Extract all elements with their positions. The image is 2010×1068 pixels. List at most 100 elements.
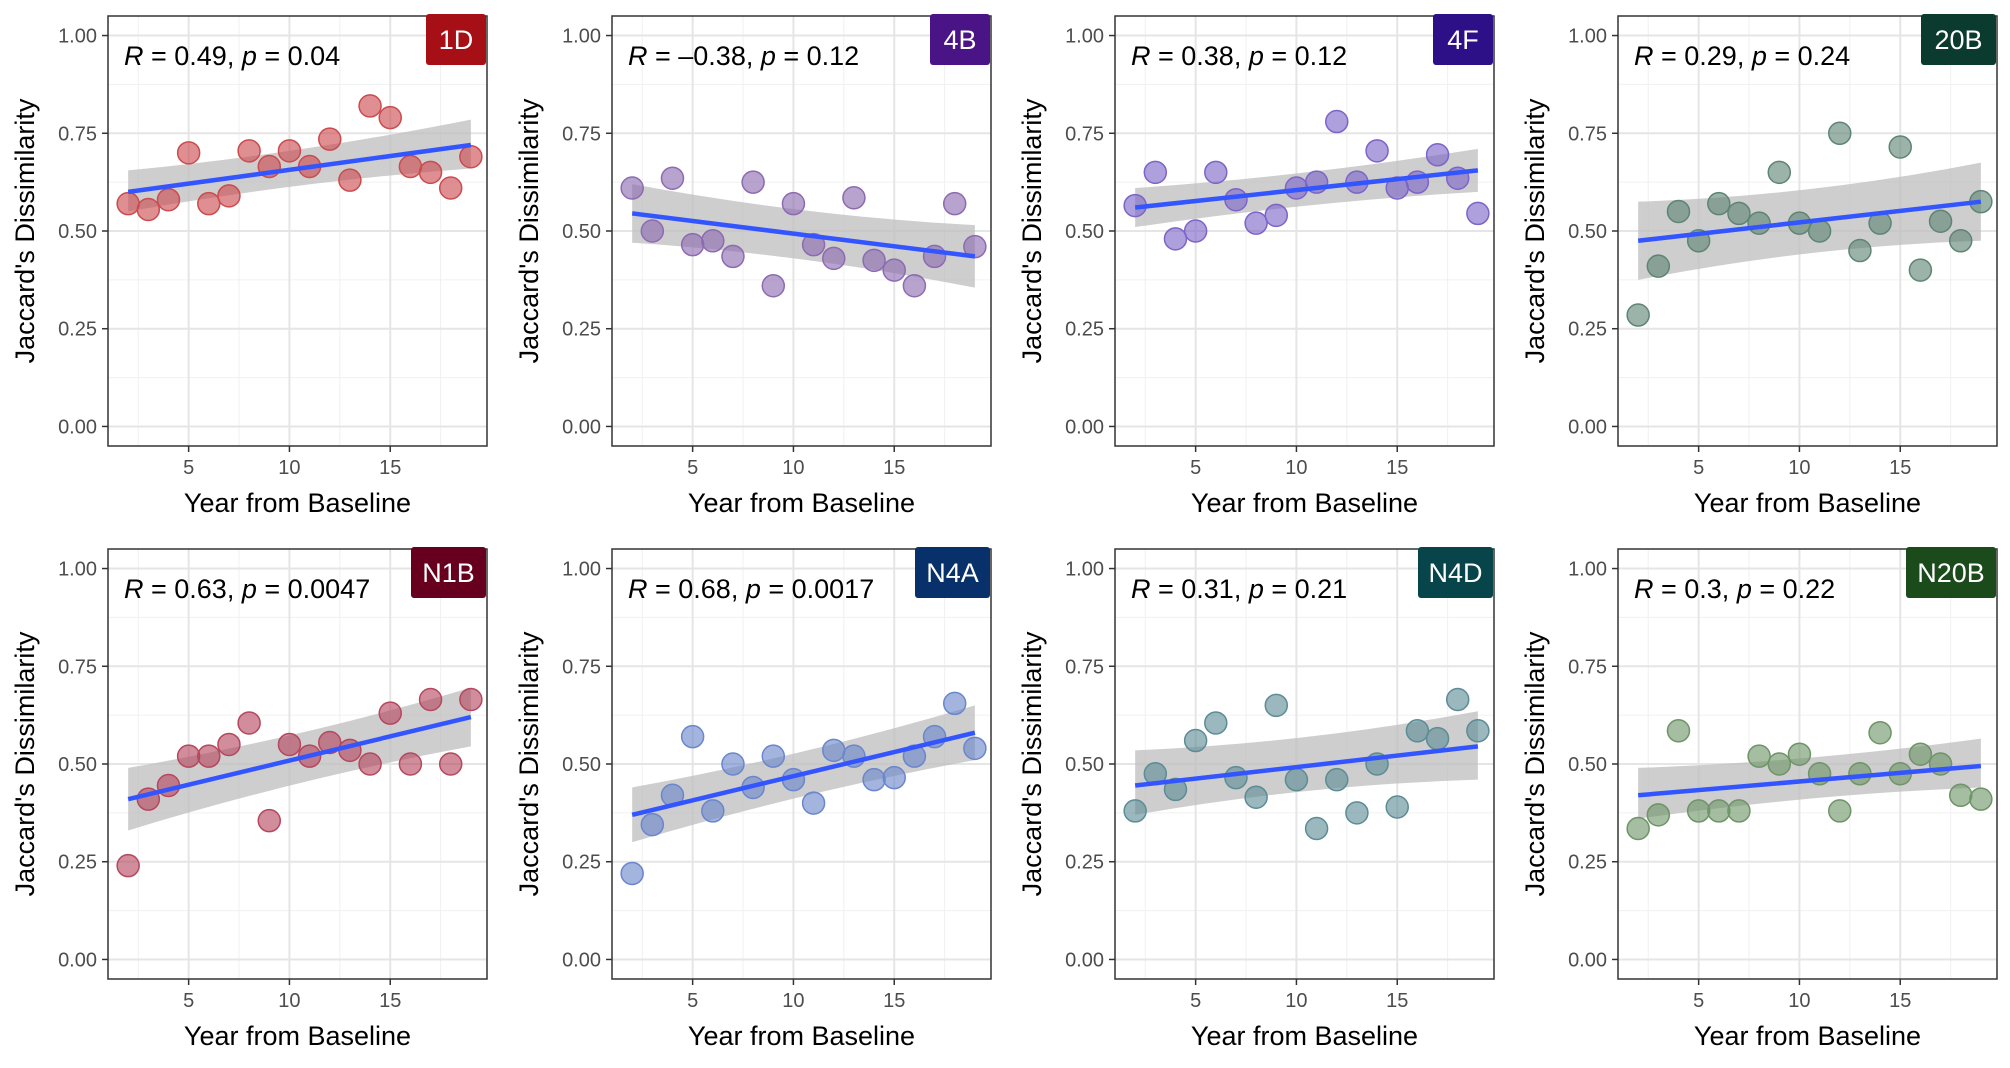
data-point xyxy=(1707,191,1731,216)
data-point xyxy=(1163,227,1188,251)
trend-line xyxy=(127,142,472,195)
x-axis-title: Year from Baseline xyxy=(1191,1021,1418,1051)
x-axis-title: Year from Baseline xyxy=(1191,488,1418,518)
x-tick-label: 5 xyxy=(687,990,698,1012)
panel-label-text: N1B xyxy=(422,558,475,588)
panel-label-badge xyxy=(1433,14,1493,65)
trend-line xyxy=(631,730,976,818)
y-tick-label: 0.75 xyxy=(58,656,97,678)
data-point xyxy=(116,853,140,878)
y-tick-label: 0.00 xyxy=(1568,949,1607,971)
y-axis-title: Jaccard's Dissimilarity xyxy=(10,98,40,363)
correlation-annotation: R = 0.49, p = 0.04 xyxy=(124,41,340,71)
x-tick-label: 15 xyxy=(379,990,401,1012)
y-tick-label: 1.00 xyxy=(1065,559,1104,581)
x-axis-title: Year from Baseline xyxy=(1694,1021,1921,1051)
confidence-ribbon xyxy=(1135,711,1478,815)
data-point xyxy=(378,105,402,130)
data-point xyxy=(1425,726,1450,751)
data-point xyxy=(1928,209,1953,233)
x-tick-label: 5 xyxy=(1693,990,1704,1012)
data-point xyxy=(1626,816,1650,841)
data-point xyxy=(1224,765,1248,790)
trend-line xyxy=(1637,763,1982,798)
y-tick-label: 1.00 xyxy=(1568,559,1607,581)
y-tick-label: 1.00 xyxy=(1065,26,1104,48)
panel-label-badge xyxy=(915,547,990,598)
data-point xyxy=(1284,767,1309,792)
data-point xyxy=(1143,160,1168,185)
data-point xyxy=(1224,187,1248,212)
data-point xyxy=(680,232,705,257)
y-tick-label: 0.50 xyxy=(1568,221,1607,243)
correlation-annotation: R = 0.38, p = 0.12 xyxy=(1131,41,1347,71)
y-tick-label: 0.75 xyxy=(1568,656,1607,678)
panel-4b: 0.00 0.25 0.50 0.75 1.00 5 10 15 Year from Basel… xyxy=(514,14,992,518)
data-point xyxy=(438,176,463,200)
y-tick-label: 0.50 xyxy=(58,754,97,776)
panel-label-badge xyxy=(411,547,486,598)
panel-n20b: 0.00 0.25 0.50 0.75 1.00 5 10 15 Year from Basel… xyxy=(1520,547,1998,1051)
data-point xyxy=(398,752,423,776)
y-tick-label: 1.00 xyxy=(58,26,97,48)
data-point xyxy=(822,738,846,763)
correlation-annotation: R = 0.3, p = 0.22 xyxy=(1634,574,1835,604)
data-point xyxy=(459,687,483,712)
panel-label-text: 20B xyxy=(1934,25,1982,55)
y-tick-label: 0.50 xyxy=(1065,221,1104,243)
y-axis-title: Jaccard's Dissimilarity xyxy=(10,631,40,896)
data-point xyxy=(963,736,987,761)
data-point xyxy=(116,191,140,216)
x-axis-title: Year from Baseline xyxy=(184,1021,411,1051)
data-point xyxy=(1666,719,1691,743)
y-axis-title: Jaccard's Dissimilarity xyxy=(1017,98,1047,363)
data-point xyxy=(277,139,302,163)
data-point xyxy=(680,724,705,749)
data-point xyxy=(1948,229,1973,253)
data-point xyxy=(1123,799,1147,823)
x-tick-label: 10 xyxy=(1285,990,1307,1012)
y-tick-label: 1.00 xyxy=(58,559,97,581)
trend-line xyxy=(1134,744,1479,788)
data-point xyxy=(1264,693,1289,718)
y-tick-label: 0.75 xyxy=(1568,123,1607,145)
data-point xyxy=(1626,303,1650,327)
y-tick-label: 1.00 xyxy=(562,26,601,48)
data-point xyxy=(136,197,161,222)
data-point xyxy=(1183,219,1208,243)
y-tick-label: 0.75 xyxy=(562,123,601,145)
data-point xyxy=(801,791,826,815)
data-point xyxy=(660,166,685,190)
x-tick-label: 5 xyxy=(183,457,194,479)
y-tick-label: 0.75 xyxy=(1065,123,1104,145)
data-point xyxy=(1686,799,1711,823)
data-point xyxy=(1727,201,1751,226)
data-point xyxy=(741,170,765,194)
trend-line xyxy=(127,714,472,802)
x-tick-label: 15 xyxy=(1386,990,1408,1012)
y-tick-label: 0.25 xyxy=(1065,319,1104,341)
x-axis-title: Year from Baseline xyxy=(1694,488,1921,518)
panel-label-text: 1D xyxy=(439,25,474,55)
data-point xyxy=(217,732,241,757)
data-point xyxy=(862,767,886,792)
data-point xyxy=(1908,258,1933,282)
y-axis-title: Jaccard's Dissimilarity xyxy=(1520,98,1550,363)
panel-label-badge xyxy=(1906,547,1996,598)
y-tick-label: 0.25 xyxy=(1065,852,1104,874)
data-point xyxy=(1325,767,1349,792)
y-tick-label: 0.25 xyxy=(1568,852,1607,874)
data-point xyxy=(197,744,221,768)
data-point xyxy=(842,186,866,210)
y-tick-label: 0.25 xyxy=(562,319,601,341)
data-point xyxy=(1385,795,1409,819)
data-point xyxy=(1365,139,1389,163)
x-tick-label: 15 xyxy=(883,457,905,479)
x-axis-title: Year from Baseline xyxy=(184,488,411,518)
x-tick-label: 5 xyxy=(687,457,698,479)
data-point xyxy=(701,229,725,253)
correlation-annotation: R = 0.68, p = 0.0017 xyxy=(628,574,874,604)
data-point xyxy=(1425,143,1450,167)
data-point xyxy=(882,258,906,282)
